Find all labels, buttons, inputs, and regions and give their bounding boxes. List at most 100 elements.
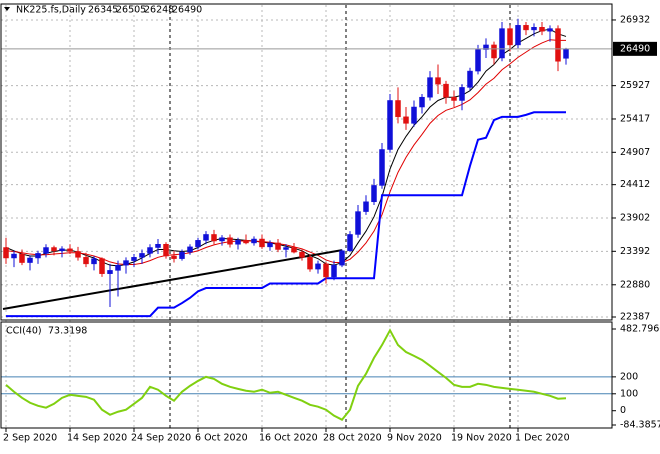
candle-body (299, 251, 305, 258)
candle-body (227, 237, 233, 245)
candle-body (91, 258, 97, 265)
y-tick-label: 24412 (620, 179, 650, 190)
header-close: 26490 (172, 5, 202, 16)
x-tick-label: 28 Oct 2020 (323, 433, 382, 444)
candle-body (3, 247, 9, 259)
candle-body (275, 242, 281, 250)
candle-body (51, 247, 57, 252)
cci-panel-border (0, 321, 613, 429)
y-tick-label: 24907 (620, 147, 650, 158)
x-tick-label: 6 Oct 2020 (195, 433, 248, 444)
grid (1, 5, 612, 428)
candle-body (219, 237, 225, 242)
candle-body (331, 264, 337, 278)
candle-body (35, 253, 41, 259)
candle-body (363, 201, 369, 212)
candle-body (459, 87, 465, 101)
plot-area (1, 18, 612, 421)
x-tick-label: 14 Sep 2020 (67, 433, 127, 444)
candle-body (195, 240, 201, 248)
candle-body (435, 77, 441, 85)
y-tick-label: 22880 (620, 279, 650, 290)
candle-body (531, 27, 537, 31)
y-tick-label: 23902 (620, 212, 650, 223)
x-tick-label: 16 Oct 2020 (259, 433, 318, 444)
candle-body (539, 27, 545, 32)
candle-body (251, 238, 257, 244)
header-open: 26345 (88, 5, 118, 16)
candle-body (491, 44, 497, 59)
menu-triangle (4, 7, 10, 11)
candle-body (131, 257, 137, 261)
candle-body (115, 264, 121, 271)
indicator-value: 73.3198 (48, 326, 87, 337)
candle-body (179, 251, 185, 259)
y-tick-label: 25927 (620, 80, 650, 91)
x-tick-label: 19 Nov 2020 (451, 433, 512, 444)
candle-body (11, 253, 17, 259)
candle-body (475, 49, 481, 72)
candle-body (243, 240, 249, 244)
candle-body (379, 149, 385, 186)
current-price-box (613, 41, 657, 56)
candle-body (507, 28, 513, 46)
candle-body (547, 28, 553, 32)
candle-body (515, 25, 521, 46)
candle-body (291, 247, 297, 253)
price-panel-border (0, 3, 613, 321)
y-tick-label: 22387 (620, 311, 650, 322)
header-high: 26505 (116, 5, 146, 16)
candle-body (523, 25, 529, 31)
candle-body (563, 48, 569, 59)
candle-body (283, 247, 289, 250)
header-low: 26248 (144, 5, 174, 16)
candle-body (347, 234, 353, 252)
indicator-line (6, 111, 566, 318)
cci-y-tick-label: 0 (620, 405, 626, 416)
candle-body (371, 185, 377, 203)
candle-body (123, 260, 129, 266)
candle-body (483, 44, 489, 50)
candle-body (427, 77, 433, 98)
candle-body (211, 234, 217, 242)
candle-body (203, 234, 209, 241)
candle-body (267, 242, 273, 248)
candle-body (19, 253, 25, 263)
candle-body (323, 263, 329, 278)
trendline (2, 249, 343, 310)
candle-body (99, 258, 105, 274)
current-price-label: 26490 (620, 43, 650, 54)
candle-body (411, 106, 417, 124)
candle-body (187, 246, 193, 253)
candle-body (443, 83, 449, 98)
candle-body (67, 248, 73, 252)
indicator-label: CCI(40) (6, 326, 42, 337)
y-tick-label: 25417 (620, 113, 650, 124)
candle-body (139, 253, 145, 258)
candle-body (43, 247, 49, 254)
candle-body (451, 96, 457, 101)
candle-body (75, 251, 81, 258)
candle-body (307, 257, 313, 270)
cci-y-tick-label: 100 (620, 388, 638, 399)
candle-body (235, 240, 241, 245)
y-tick-label: 26932 (620, 14, 650, 25)
candle-body (419, 96, 425, 108)
cci-line (5, 328, 567, 421)
chart-title: NK225.fs,Daily (16, 5, 86, 16)
cci-y-tick-label: -84.3857 (620, 420, 660, 431)
y-tick-label: 23392 (620, 246, 650, 257)
x-tick-label: 2 Sep 2020 (3, 433, 57, 444)
candle-body (395, 100, 401, 118)
cci-y-tick-label: 200 (620, 371, 638, 382)
candle-body (387, 100, 393, 150)
candle-body (59, 248, 65, 252)
candle-body (163, 244, 169, 257)
x-tick-label: 1 Dec 2020 (515, 433, 570, 444)
candle-body (259, 238, 265, 248)
candle-body (555, 28, 561, 62)
candle-body (27, 257, 33, 263)
